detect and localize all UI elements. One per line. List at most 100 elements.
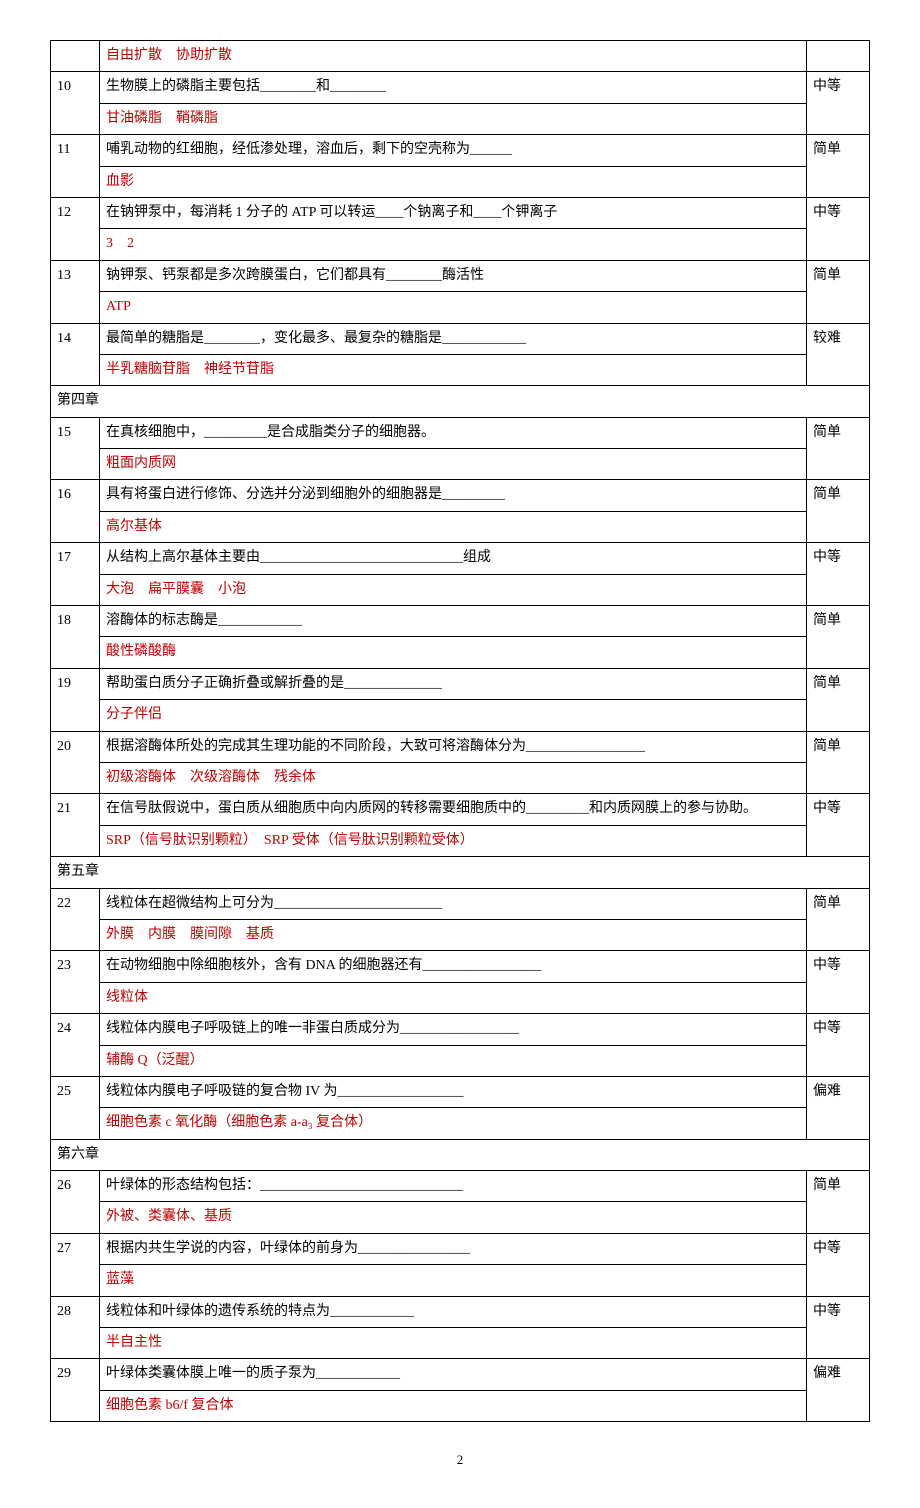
difficulty-cell: 简单	[807, 260, 870, 323]
difficulty-cell: 中等	[807, 1233, 870, 1296]
row-number: 17	[51, 543, 100, 606]
question-cell: 叶绿体类囊体膜上唯一的质子泵为____________	[100, 1359, 807, 1390]
answer-text: 酸性磷酸酶	[106, 644, 176, 659]
difficulty-cell: 较难	[807, 323, 870, 386]
answer-cell: 半自主性	[100, 1328, 807, 1359]
question-cell: 最简单的糖脂是________，变化最多、最复杂的糖脂是____________	[100, 323, 807, 354]
answer-text: 辅酶 Q（泛醌）	[106, 1053, 204, 1068]
answer-cell: 初级溶酶体 次级溶酶体 残余体	[100, 762, 807, 793]
answer-cell: 细胞色素 c 氧化酶（细胞色素 a-a₃ 复合体）	[100, 1108, 807, 1139]
row-number: 10	[51, 72, 100, 135]
row-number: 15	[51, 417, 100, 480]
difficulty-cell: 简单	[807, 1171, 870, 1234]
answer-text: 甘油磷脂 鞘磷脂	[106, 111, 218, 126]
row-number: 14	[51, 323, 100, 386]
questions-table: 自由扩散 协助扩散10生物膜上的磷脂主要包括________和________中…	[50, 40, 870, 1422]
question-cell: 从结构上高尔基体主要由_____________________________…	[100, 543, 807, 574]
difficulty-cell: 中等	[807, 794, 870, 857]
question-cell: 在钠钾泵中，每消耗 1 分子的 ATP 可以转运____个钠离子和____个钾离…	[100, 197, 807, 228]
answer-cell: 外膜 内膜 膜间隙 基质	[100, 919, 807, 950]
answer-text: 外被、类囊体、基质	[106, 1209, 232, 1224]
row-number: 25	[51, 1076, 100, 1139]
question-cell: 在信号肽假说中，蛋白质从细胞质中向内质网的转移需要细胞质中的_________和…	[100, 794, 807, 825]
chapter-header: 第六章	[51, 1139, 870, 1170]
question-cell: 线粒体在超微结构上可分为________________________	[100, 888, 807, 919]
row-number: 24	[51, 1014, 100, 1077]
answer-cell: 3 2	[100, 229, 807, 260]
chapter-header: 第五章	[51, 857, 870, 888]
question-cell: 钠钾泵、钙泵都是多次跨膜蛋白，它们都具有________酶活性	[100, 260, 807, 291]
row-number: 18	[51, 606, 100, 669]
row-number: 20	[51, 731, 100, 794]
difficulty-cell: 简单	[807, 668, 870, 731]
row-number: 23	[51, 951, 100, 1014]
question-cell: 具有将蛋白进行修饰、分选并分泌到细胞外的细胞器是_________	[100, 480, 807, 511]
difficulty-cell: 中等	[807, 197, 870, 260]
answer-text: 外膜 内膜 膜间隙 基质	[106, 927, 274, 942]
answer-cell: SRP（信号肽识别颗粒） SRP 受体（信号肽识别颗粒受体）	[100, 825, 807, 856]
row-number: 11	[51, 135, 100, 198]
answer-cell: 大泡 扁平膜囊 小泡	[100, 574, 807, 605]
row-number: 29	[51, 1359, 100, 1422]
answer-cell: 血影	[100, 166, 807, 197]
difficulty-cell: 简单	[807, 417, 870, 480]
difficulty-cell: 中等	[807, 1014, 870, 1077]
answer-cell: 分子伴侣	[100, 700, 807, 731]
difficulty-cell: 简单	[807, 606, 870, 669]
question-cell: 线粒体和叶绿体的遗传系统的特点为____________	[100, 1296, 807, 1327]
answer-text: 粗面内质网	[106, 456, 176, 471]
answer-cell: ATP	[100, 292, 807, 323]
answer-cell: 甘油磷脂 鞘磷脂	[100, 103, 807, 134]
difficulty-cell: 偏难	[807, 1359, 870, 1422]
difficulty-cell: 偏难	[807, 1076, 870, 1139]
answer-text: 分子伴侣	[106, 707, 162, 722]
answer-text: 血影	[106, 174, 134, 189]
row-number: 26	[51, 1171, 100, 1234]
answer-cell: 细胞色素 b6/f 复合体	[100, 1390, 807, 1421]
question-cell: 生物膜上的磷脂主要包括________和________	[100, 72, 807, 103]
row-number: 13	[51, 260, 100, 323]
row-number: 16	[51, 480, 100, 543]
answer-cell: 酸性磷酸酶	[100, 637, 807, 668]
answer-text: 3 2	[106, 236, 134, 251]
row-number: 21	[51, 794, 100, 857]
answer-text: 细胞色素 c 氧化酶（细胞色素 a-a₃ 复合体）	[106, 1115, 372, 1130]
difficulty-cell: 简单	[807, 888, 870, 951]
question-cell: 溶酶体的标志酶是____________	[100, 606, 807, 637]
row-number: 28	[51, 1296, 100, 1359]
answer-text: 大泡 扁平膜囊 小泡	[106, 582, 246, 597]
difficulty-cell: 简单	[807, 731, 870, 794]
question-cell: 线粒体内膜电子呼吸链的复合物 IV 为__________________	[100, 1076, 807, 1107]
question-cell: 帮助蛋白质分子正确折叠或解折叠的是______________	[100, 668, 807, 699]
question-cell: 线粒体内膜电子呼吸链上的唯一非蛋白质成分为_________________	[100, 1014, 807, 1045]
difficulty-cell: 中等	[807, 543, 870, 606]
difficulty-cell: 简单	[807, 135, 870, 198]
answer-text: 半自主性	[106, 1335, 162, 1350]
answer-cell: 蓝藻	[100, 1265, 807, 1296]
answer-cell: 半乳糖脑苷脂 神经节苷脂	[100, 354, 807, 385]
difficulty-cell: 中等	[807, 72, 870, 135]
answer-text: ATP	[106, 299, 131, 314]
question-cell: 在动物细胞中除细胞核外，含有 DNA 的细胞器还有_______________…	[100, 951, 807, 982]
difficulty-cell: 简单	[807, 480, 870, 543]
difficulty-cell	[807, 41, 870, 72]
answer-cell: 线粒体	[100, 982, 807, 1013]
answer-cell: 辅酶 Q（泛醌）	[100, 1045, 807, 1076]
difficulty-cell: 中等	[807, 1296, 870, 1359]
answer-text: 线粒体	[106, 990, 148, 1005]
difficulty-cell: 中等	[807, 951, 870, 1014]
answer-text: 高尔基体	[106, 519, 162, 534]
answer-cell: 粗面内质网	[100, 449, 807, 480]
row-number: 19	[51, 668, 100, 731]
question-cell: 在真核细胞中，_________是合成脂类分子的细胞器。	[100, 417, 807, 448]
chapter-header: 第四章	[51, 386, 870, 417]
answer-cell: 自由扩散 协助扩散	[100, 41, 807, 72]
answer-cell: 外被、类囊体、基质	[100, 1202, 807, 1233]
question-cell: 根据内共生学说的内容，叶绿体的前身为________________	[100, 1233, 807, 1264]
question-cell: 哺乳动物的红细胞，经低渗处理，溶血后，剩下的空壳称为______	[100, 135, 807, 166]
row-number: 12	[51, 197, 100, 260]
page-number: 2	[50, 1452, 870, 1468]
answer-text: 半乳糖脑苷脂 神经节苷脂	[106, 362, 274, 377]
row-number	[51, 41, 100, 72]
answer-text: 细胞色素 b6/f 复合体	[106, 1398, 234, 1413]
